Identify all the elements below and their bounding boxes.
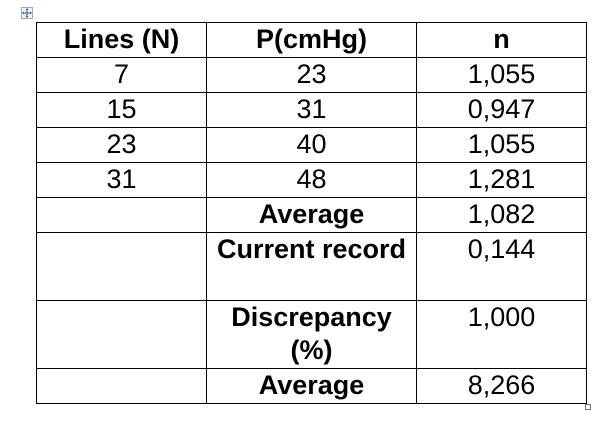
summary-row-discrepancy: Discrepancy (%) 1,000: [36, 300, 587, 369]
cell-lines[interactable]: 31: [36, 162, 207, 198]
summary-row-average: Average 1,082: [36, 197, 587, 233]
cell-n[interactable]: 1,281: [416, 162, 587, 198]
results-table: Lines (N) P(cmHg) n 7 23 1,055 15 31 0,9…: [36, 22, 587, 404]
summary-row-current-record: Current record 0,144: [36, 232, 587, 301]
summary-value[interactable]: 0,144: [416, 232, 587, 301]
cell-pressure[interactable]: 23: [206, 57, 417, 93]
cell-empty[interactable]: [36, 232, 207, 301]
table-resize-handle-icon[interactable]: [585, 404, 591, 410]
table-header-row: Lines (N) P(cmHg) n: [36, 22, 587, 58]
header-pressure[interactable]: P(cmHg): [206, 22, 417, 58]
cell-empty[interactable]: [36, 197, 207, 233]
cell-lines[interactable]: 15: [36, 92, 207, 128]
header-lines[interactable]: Lines (N): [36, 22, 207, 58]
table-row: 15 31 0,947: [36, 92, 587, 128]
table-row: 31 48 1,281: [36, 162, 587, 198]
table-row: 23 40 1,055: [36, 127, 587, 163]
cell-n[interactable]: 0,947: [416, 92, 587, 128]
summary-row-average-2: Average 8,266: [36, 368, 587, 404]
table-row: 7 23 1,055: [36, 57, 587, 93]
summary-label[interactable]: Average: [206, 197, 417, 233]
summary-label[interactable]: Discrepancy (%): [206, 300, 417, 369]
header-n[interactable]: n: [416, 22, 587, 58]
summary-value[interactable]: 8,266: [416, 368, 587, 404]
cell-n[interactable]: 1,055: [416, 127, 587, 163]
cell-n[interactable]: 1,055: [416, 57, 587, 93]
cell-lines[interactable]: 7: [36, 57, 207, 93]
cell-empty[interactable]: [36, 368, 207, 404]
cell-empty[interactable]: [36, 300, 207, 369]
summary-label[interactable]: Current record: [206, 232, 417, 301]
table-move-handle-icon[interactable]: [21, 7, 33, 19]
summary-value[interactable]: 1,000: [416, 300, 587, 369]
cell-pressure[interactable]: 40: [206, 127, 417, 163]
cell-lines[interactable]: 23: [36, 127, 207, 163]
summary-label[interactable]: Average: [206, 368, 417, 404]
cell-pressure[interactable]: 48: [206, 162, 417, 198]
summary-value[interactable]: 1,082: [416, 197, 587, 233]
cell-pressure[interactable]: 31: [206, 92, 417, 128]
